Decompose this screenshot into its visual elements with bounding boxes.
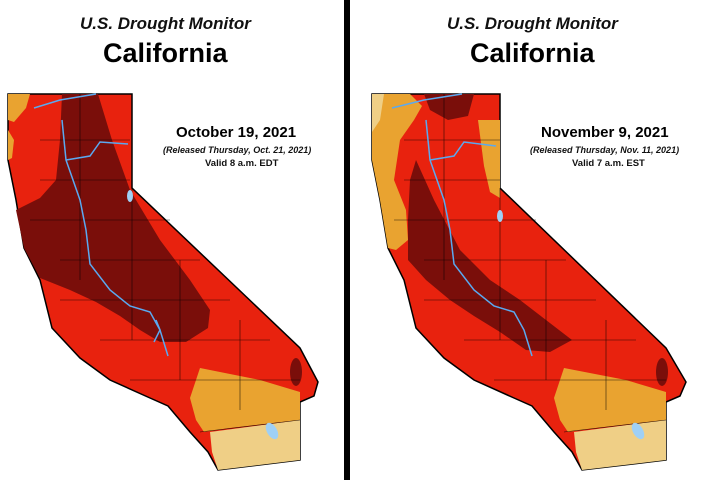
california-drought-map	[371, 93, 687, 471]
valid-time: Valid 7 a.m. EST	[572, 158, 645, 169]
header-title: California	[103, 38, 228, 68]
header-title: California	[470, 38, 595, 68]
panel-divider	[344, 0, 350, 480]
valid-time: Valid 8 a.m. EDT	[205, 158, 279, 169]
header-subtitle: U.S. Drought Monitor	[80, 14, 251, 33]
release-note: (Released Thursday, Oct. 21, 2021)	[163, 145, 312, 155]
header-subtitle: U.S. Drought Monitor	[447, 14, 618, 33]
map-date: November 9, 2021	[541, 124, 669, 141]
california-drought-map	[7, 93, 319, 471]
map-date: October 19, 2021	[176, 124, 297, 141]
map-panel-november: U.S. Drought Monitor California	[350, 0, 720, 480]
map-panel-october: U.S. Drought Monitor California	[0, 0, 344, 480]
release-note: (Released Thursday, Nov. 11, 2021)	[530, 145, 680, 155]
